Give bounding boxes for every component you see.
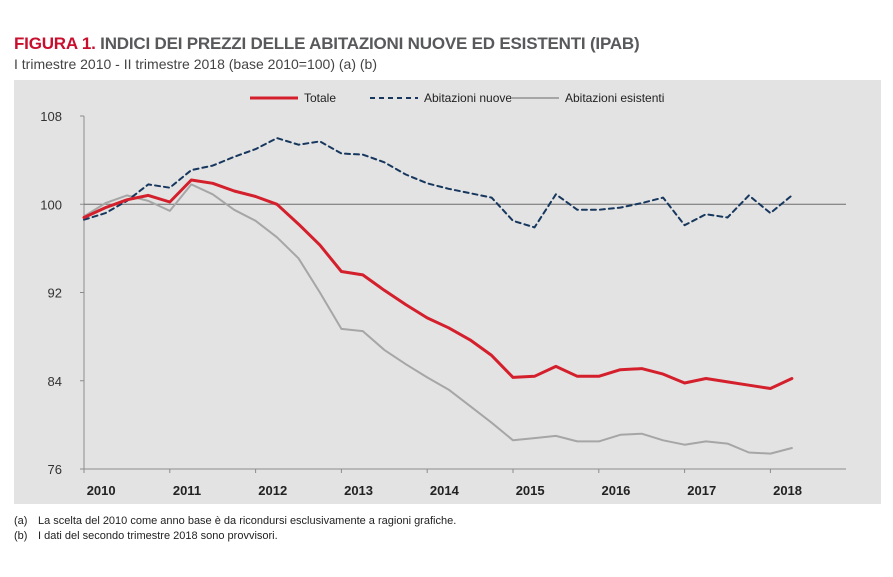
footnote-b: (b) I dati del secondo trimestre 2018 son…	[14, 529, 456, 544]
figure-title-text: INDICI DEI PREZZI DELLE ABITAZIONI NUOVE…	[100, 34, 640, 53]
figure-subtitle: I trimestre 2010 - II trimestre 2018 (ba…	[14, 56, 377, 72]
series-line-totale	[82, 178, 794, 390]
footnote-text: La scelta del 2010 come anno base è da r…	[38, 515, 457, 527]
legend-item-totale-label: Totale	[304, 91, 336, 105]
x-tick-label: 2014	[430, 483, 460, 498]
y-tick-label: 100	[40, 197, 62, 212]
x-tick-label: 2013	[344, 483, 373, 498]
series-line-abitazioni-esistenti	[83, 183, 793, 455]
x-tick-label: 2017	[687, 483, 716, 498]
y-tick-label: 92	[48, 286, 62, 301]
x-tick-label: 2011	[173, 483, 201, 498]
footnotes: (a) La scelta del 2010 come anno base è d…	[14, 514, 456, 544]
y-tick-label: 108	[40, 109, 62, 124]
footnote-text: I dati del secondo trimestre 2018 sono p…	[38, 530, 278, 542]
x-tick-label: 2010	[87, 483, 116, 498]
footnote-mark: (b)	[14, 530, 28, 542]
figure-title: FIGURA 1. INDICI DEI PREZZI DELLE ABITAZ…	[14, 34, 640, 54]
footnote-a: (a) La scelta del 2010 come anno base è d…	[14, 514, 456, 529]
x-tick-label: 2015	[516, 483, 545, 498]
legend-item-abitazioni-nuove-label: Abitazioni nuove	[424, 91, 512, 105]
y-tick-label: 76	[48, 462, 62, 477]
x-tick-label: 2018	[773, 483, 802, 498]
y-tick-label: 84	[48, 374, 62, 389]
figure-label: FIGURA 1.	[14, 34, 96, 53]
x-tick-label: 2012	[258, 483, 287, 498]
line-chart: 76 84 92 100 108 2010 2011 2012 2013 2014 2015 2016…	[40, 91, 846, 498]
series-line-abitazioni-nuove	[83, 137, 793, 229]
chart-panel: 76 84 92 100 108 2010 2011 2012 2013 2014 2015 2016…	[14, 80, 881, 504]
footnote-mark: (a)	[14, 515, 28, 527]
x-tick-label: 2016	[601, 483, 630, 498]
legend-item-abitazioni-esistenti-label: Abitazioni esistenti	[565, 91, 664, 105]
